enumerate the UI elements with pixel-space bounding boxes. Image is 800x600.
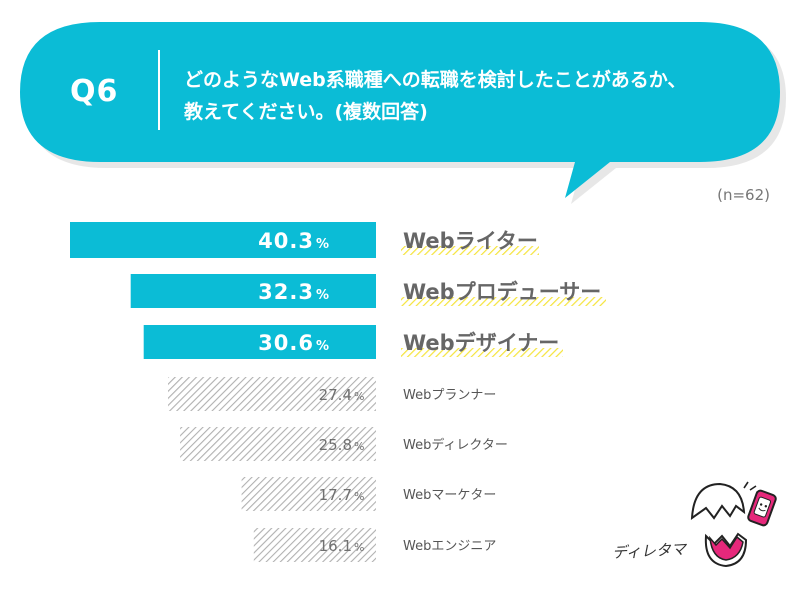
bar-value-label: 40.3 (258, 229, 314, 253)
bar-4 (168, 377, 376, 411)
question-bubble (20, 22, 786, 204)
bar-value-label: 25.8 (319, 436, 352, 454)
bar-value-label: 16.1 (319, 537, 352, 555)
category-label: Webデザイナー (403, 331, 559, 355)
bar-6 (241, 477, 376, 511)
bar-value-label: 32.3 (258, 280, 314, 304)
bar-1 (70, 222, 376, 258)
question-line-1: どのようなWeb系職種への転職を検討したことがあるか、 (184, 69, 687, 91)
bar-7 (253, 528, 376, 562)
mascot-name: ディレタマ (611, 540, 687, 562)
category-label: Webライター (403, 229, 538, 253)
highlight-underline (401, 297, 606, 306)
bar-unit-label: % (316, 339, 330, 354)
egg-mascot-icon (690, 481, 777, 568)
question-number: Q6 (70, 74, 119, 109)
question-line-2: 教えてください。(複数回答) (184, 101, 428, 123)
bar-3 (143, 325, 376, 359)
bar-5 (180, 427, 376, 461)
bar-unit-label: % (354, 440, 364, 453)
bar-value-label: 30.6 (258, 331, 314, 355)
sample-size: (n=62) (717, 186, 770, 204)
category-label: Webマーケター (403, 488, 496, 503)
category-label: Webエンジニア (403, 539, 496, 554)
bar-unit-label: % (354, 490, 364, 503)
question-text: どのようなWeb系職種への転職を検討したことがあるか、 教えてください。(複数回… (184, 64, 754, 128)
category-label: Webプロデューサー (403, 280, 601, 304)
bar-unit-label: % (354, 390, 364, 403)
category-label: Webディレクター (403, 437, 508, 453)
bar-value-label: 17.7 (319, 486, 352, 504)
bar-unit-label: % (316, 288, 330, 303)
question-divider (158, 50, 160, 130)
bar-unit-label: % (316, 237, 330, 252)
highlight-underline (401, 348, 563, 357)
bar-unit-label: % (354, 541, 364, 554)
bar-value-label: 27.4 (319, 386, 352, 404)
bar-2 (130, 274, 376, 308)
highlight-underline (401, 246, 539, 255)
category-label: Webプランナー (403, 388, 496, 403)
